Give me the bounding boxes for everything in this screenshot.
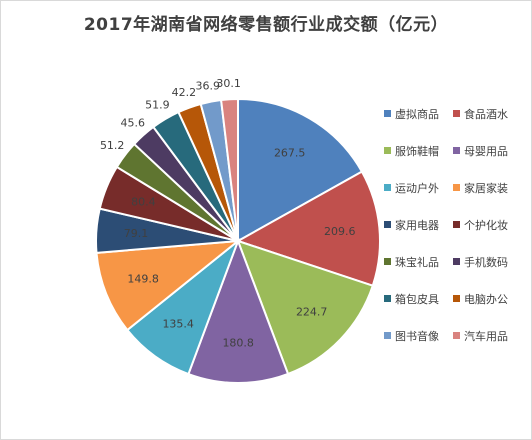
legend-swatch [453, 258, 460, 265]
data-label: 209.6 [324, 225, 356, 238]
data-label: 42.2 [172, 86, 197, 99]
legend-item: 汽车用品 [453, 328, 522, 344]
data-label: 30.1 [216, 77, 241, 90]
legend-item: 珠宝礼品 [384, 254, 453, 270]
data-label: 149.8 [127, 273, 159, 286]
legend-row: 家用电器 个护化妆 [384, 206, 529, 243]
data-label: 180.8 [222, 337, 254, 350]
legend-swatch [453, 147, 460, 154]
legend-swatch [453, 221, 460, 228]
pie-slice [95, 239, 242, 332]
legend-label: 手机数码 [464, 255, 508, 269]
legend-label: 箱包皮具 [395, 292, 439, 306]
data-label: 80.4 [131, 196, 156, 209]
chart-legend: 虚拟商品 食品酒水服饰鞋帽 母婴用品运动户外 家居家装家用电器 个护化妆珠宝礼品 手机数码… [384, 95, 529, 354]
legend-item: 手机数码 [453, 254, 522, 270]
legend-item: 虚拟商品 [384, 106, 453, 122]
legend-label: 珠宝礼品 [395, 255, 439, 269]
data-label: 51.9 [145, 99, 170, 112]
data-label: 36.9 [196, 79, 221, 92]
pie-slice [235, 170, 381, 287]
pie-slice [236, 239, 375, 376]
legend-item: 家居家装 [453, 180, 522, 196]
data-label: 224.7 [296, 305, 328, 318]
data-label: 79.1 [124, 227, 149, 240]
pie-slice [237, 97, 364, 243]
data-label: 267.5 [274, 146, 306, 159]
legend-swatch [384, 147, 391, 154]
data-label: 45.6 [121, 117, 146, 130]
legend-row: 珠宝礼品 手机数码 [384, 243, 529, 280]
legend-item: 服饰鞋帽 [384, 143, 453, 159]
pie-slice [219, 97, 239, 242]
legend-item: 箱包皮具 [384, 291, 453, 307]
legend-label: 虚拟商品 [395, 107, 439, 121]
legend-row: 运动户外 家居家装 [384, 169, 529, 206]
legend-item: 个护化妆 [453, 217, 522, 233]
data-label: 135.4 [162, 317, 194, 330]
legend-swatch [384, 295, 391, 302]
legend-row: 箱包皮具 电脑办公 [384, 280, 529, 317]
legend-swatch [384, 221, 391, 228]
legend-row: 虚拟商品 食品酒水 [384, 95, 529, 132]
legend-swatch [384, 110, 391, 117]
legend-swatch [384, 184, 391, 191]
data-label: 51.2 [100, 139, 125, 152]
legend-label: 食品酒水 [464, 107, 508, 121]
pie-slice [187, 238, 290, 384]
legend-swatch [384, 332, 391, 339]
legend-label: 电脑办公 [464, 292, 508, 306]
legend-label: 服饰鞋帽 [395, 144, 439, 158]
legend-item: 图书音像 [384, 328, 453, 344]
legend-item: 家用电器 [384, 217, 453, 233]
legend-swatch [384, 258, 391, 265]
legend-label: 家用电器 [395, 218, 439, 232]
legend-swatch [453, 184, 460, 191]
legend-item: 食品酒水 [453, 106, 522, 122]
legend-row: 图书音像 汽车用品 [384, 317, 529, 354]
pie-slices [95, 97, 381, 384]
legend-swatch [453, 332, 460, 339]
legend-label: 家居家装 [464, 181, 508, 195]
pie-value-labels: 267.5 209.6 224.7 180.8 135.4 149.8 79.1 80.4 51… [100, 77, 356, 350]
legend-swatch [453, 295, 460, 302]
legend-label: 个护化妆 [464, 218, 508, 232]
legend-label: 图书音像 [395, 329, 439, 343]
legend-row: 服饰鞋帽 母婴用品 [384, 132, 529, 169]
legend-item: 母婴用品 [453, 143, 522, 159]
legend-item: 运动户外 [384, 180, 453, 196]
legend-label: 母婴用品 [464, 144, 508, 158]
chart-title: 2017年湖南省网络零售额行业成交额（亿元） [83, 15, 449, 35]
legend-label: 汽车用品 [464, 329, 508, 343]
legend-item: 电脑办公 [453, 291, 522, 307]
legend-label: 运动户外 [395, 181, 439, 195]
legend-swatch [453, 110, 460, 117]
